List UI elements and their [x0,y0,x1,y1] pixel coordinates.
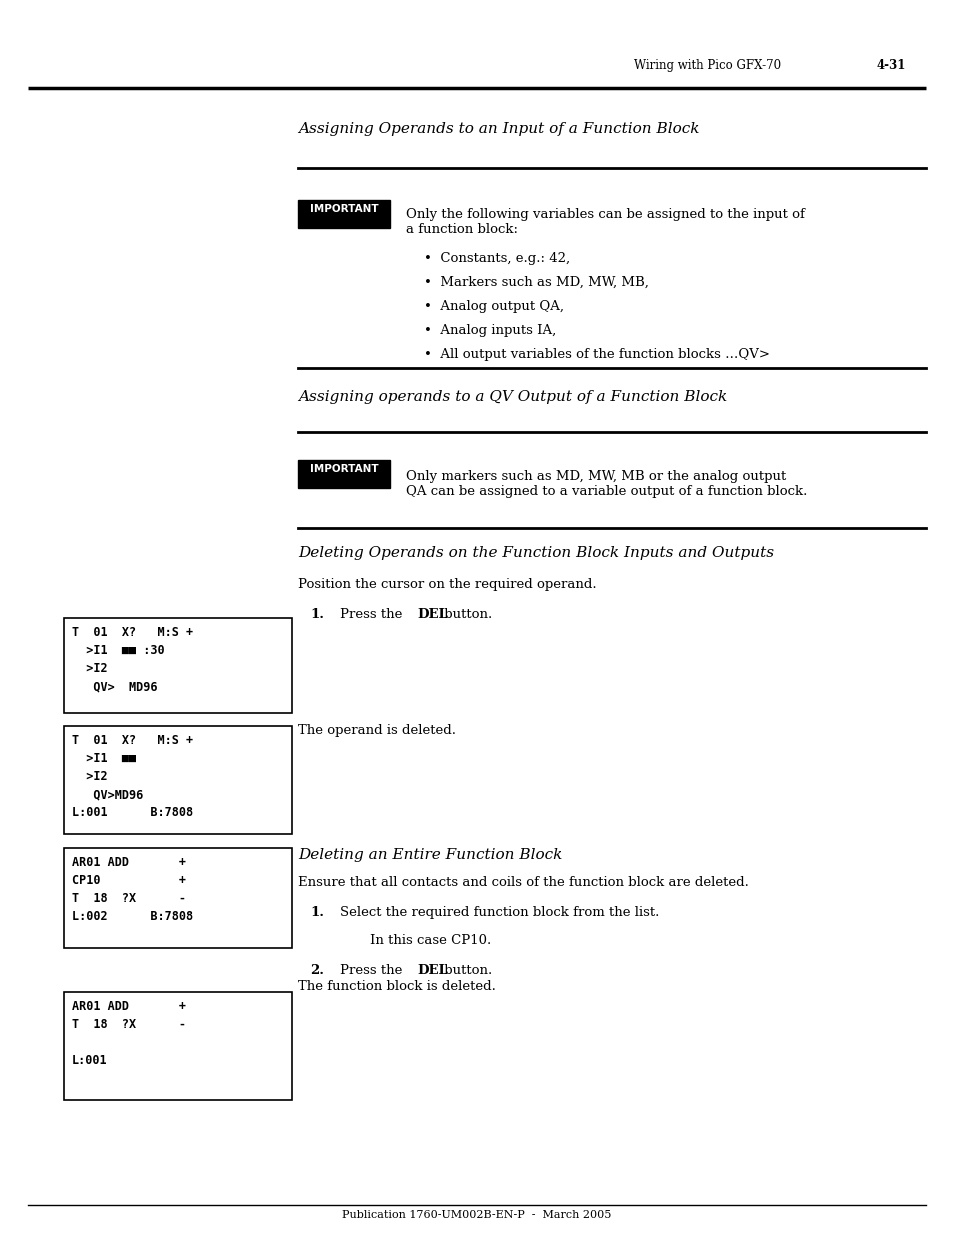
Bar [64,726,292,834]
Text: T  01  X?   M:S +: T 01 X? M:S + [71,626,193,638]
Text: The function block is deleted.: The function block is deleted. [297,981,496,993]
Text: Deleting Operands on the Function Block Inputs and Outputs: Deleting Operands on the Function Block … [297,546,773,559]
Text: 4-31: 4-31 [876,59,905,72]
Text: AR01 ADD       +: AR01 ADD + [71,1000,186,1013]
Text: >I1  ■■ :30: >I1 ■■ :30 [71,643,165,657]
Text: T  01  X?   M:S +: T 01 X? M:S + [71,734,193,747]
Text: Press the: Press the [339,965,406,977]
Bar [64,848,292,948]
Text: T  18  ?X      -: T 18 ?X - [71,892,186,905]
Text: •  Constants, e.g.: 42,: • Constants, e.g.: 42, [423,252,570,266]
Text: button.: button. [439,608,492,621]
Text: DEL: DEL [416,965,447,977]
Text: Assigning operands to a QV Output of a Function Block: Assigning operands to a QV Output of a F… [297,390,726,404]
Bar [297,200,390,228]
Text: L:001: L:001 [71,1053,108,1067]
Text: 2.: 2. [310,965,324,977]
Text: Press the: Press the [339,608,406,621]
Text: •  Analog inputs IA,: • Analog inputs IA, [423,324,556,337]
Text: QV>MD96: QV>MD96 [71,788,143,802]
Bar [64,618,292,713]
Text: •  All output variables of the function blocks …QV>: • All output variables of the function b… [423,348,769,361]
Text: Wiring with Pico GFX-70: Wiring with Pico GFX-70 [634,59,781,72]
Text: IMPORTANT: IMPORTANT [310,464,378,474]
Text: Position the cursor on the required operand.: Position the cursor on the required oper… [297,578,596,592]
Text: T  18  ?X      -: T 18 ?X - [71,1018,186,1031]
Text: IMPORTANT: IMPORTANT [310,204,378,214]
Text: QV>  MD96: QV> MD96 [71,680,157,693]
Text: >I2: >I2 [71,769,108,783]
Text: The operand is deleted.: The operand is deleted. [297,724,456,737]
Text: 1.: 1. [310,906,324,919]
Text: •  Markers such as MD, MW, MB,: • Markers such as MD, MW, MB, [423,275,648,289]
Text: >I2: >I2 [71,662,108,676]
Text: 1.: 1. [310,608,324,621]
Text: Publication 1760-UM002B-EN-P  -  March 2005: Publication 1760-UM002B-EN-P - March 200… [342,1210,611,1220]
Text: button.: button. [439,965,492,977]
Bar [297,459,390,488]
Text: Assigning Operands to an Input of a Function Block: Assigning Operands to an Input of a Func… [297,122,699,136]
Text: Select the required function block from the list.: Select the required function block from … [339,906,659,919]
Text: Only markers such as MD, MW, MB or the analog output
QA can be assigned to a var: Only markers such as MD, MW, MB or the a… [406,471,806,498]
Text: In this case CP10.: In this case CP10. [370,934,491,947]
Text: AR01 ADD       +: AR01 ADD + [71,856,186,869]
Text: Ensure that all contacts and coils of the function block are deleted.: Ensure that all contacts and coils of th… [297,876,748,889]
Text: L:001      B:7808: L:001 B:7808 [71,806,193,819]
Text: DEL: DEL [416,608,447,621]
Text: Deleting an Entire Function Block: Deleting an Entire Function Block [297,848,561,862]
Text: CP10           +: CP10 + [71,874,186,887]
Text: •  Analog output QA,: • Analog output QA, [423,300,563,312]
Bar [64,992,292,1100]
Text: L:002      B:7808: L:002 B:7808 [71,910,193,923]
Text: >I1  ■■: >I1 ■■ [71,752,136,764]
Text: Only the following variables can be assigned to the input of
a function block:: Only the following variables can be assi… [406,207,804,236]
